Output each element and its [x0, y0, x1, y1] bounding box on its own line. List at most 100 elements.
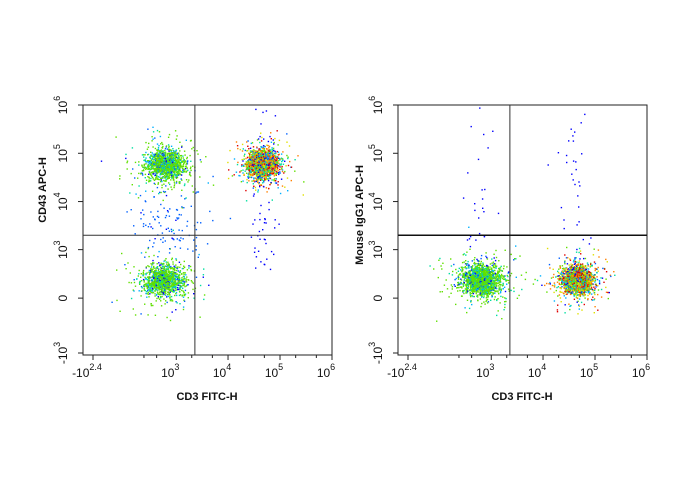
event-dot	[165, 159, 167, 161]
event-dot	[164, 172, 166, 174]
event-dot	[173, 164, 175, 167]
event-dot	[257, 169, 259, 171]
event-dot	[158, 283, 160, 285]
event-dot	[258, 160, 260, 162]
event-dot	[164, 152, 166, 154]
event-dot	[155, 178, 157, 180]
event-dot	[281, 158, 284, 160]
event-dot	[294, 170, 296, 172]
event-dot	[172, 148, 174, 150]
event-dot	[137, 197, 140, 199]
event-dot	[276, 163, 279, 165]
event-dot	[270, 141, 273, 143]
event-dot	[181, 179, 183, 181]
event-dot	[272, 155, 274, 158]
event-dot	[157, 146, 160, 149]
event-dot	[259, 148, 262, 150]
event-dot	[268, 149, 270, 151]
event-dot	[161, 152, 163, 155]
event-dot	[160, 289, 163, 291]
event-dot	[153, 280, 156, 282]
event-dot	[157, 183, 159, 185]
event-dot	[261, 159, 263, 161]
event-dot	[279, 163, 281, 165]
event-dot	[274, 155, 277, 158]
event-dot	[157, 284, 159, 286]
event-dot	[238, 174, 240, 177]
event-dot	[247, 173, 250, 175]
event-dot	[251, 174, 253, 177]
event-dot	[260, 183, 262, 186]
event-dot	[249, 161, 252, 163]
event-dot	[174, 153, 176, 155]
event-dot	[171, 288, 173, 290]
event-dot	[191, 185, 193, 187]
event-dot	[160, 163, 162, 166]
event-dot	[166, 169, 168, 171]
event-dot	[261, 165, 264, 168]
event-dot	[155, 288, 157, 290]
event-dot	[141, 170, 143, 172]
event-dot	[189, 154, 191, 157]
event-dot	[176, 165, 178, 168]
event-dot	[158, 159, 160, 162]
event-dot	[259, 162, 261, 164]
event-dot	[145, 161, 147, 163]
event-dot	[160, 143, 162, 145]
event-dot	[152, 272, 154, 274]
event-dot	[181, 277, 183, 279]
event-dot	[150, 171, 153, 174]
event-dot	[178, 274, 180, 276]
event-dot	[151, 290, 154, 292]
event-dot	[281, 165, 283, 168]
event-dot	[228, 169, 230, 171]
event-dot	[177, 166, 179, 168]
event-dot	[177, 286, 179, 289]
event-dot	[155, 159, 157, 161]
event-dot	[167, 270, 169, 273]
event-dot	[276, 150, 278, 153]
event-dot	[166, 301, 168, 304]
event-dot	[156, 129, 159, 132]
event-dot	[186, 167, 188, 169]
event-dot	[158, 144, 160, 147]
event-dot	[160, 157, 162, 160]
event-dot	[183, 284, 185, 286]
event-dot	[176, 170, 178, 173]
event-dot	[189, 167, 192, 170]
event-dot	[143, 167, 146, 169]
event-dot	[152, 138, 154, 140]
event-dot	[177, 280, 179, 282]
event-dot	[179, 163, 182, 166]
event-dot	[151, 152, 153, 154]
event-dot	[164, 285, 166, 287]
event-dot	[252, 149, 254, 152]
event-dot	[179, 280, 181, 282]
event-dot	[175, 156, 177, 158]
event-dot	[259, 151, 261, 153]
event-dot	[146, 293, 148, 295]
left-plot-events	[100, 108, 305, 322]
event-dot	[157, 155, 159, 157]
event-dot	[165, 300, 167, 302]
event-dot	[179, 167, 181, 169]
event-dot	[303, 181, 305, 183]
event-dot	[163, 166, 166, 168]
event-dot	[239, 148, 241, 151]
event-dot	[267, 171, 269, 173]
event-dot	[266, 144, 268, 146]
event-dot	[275, 178, 277, 180]
event-dot	[173, 162, 176, 165]
event-dot	[157, 177, 159, 179]
event-dot	[276, 157, 278, 160]
event-dot	[158, 161, 160, 163]
event-dot	[159, 285, 161, 287]
event-dot	[240, 170, 242, 172]
event-dot	[275, 170, 277, 172]
event-dot	[259, 149, 262, 151]
event-dot	[171, 174, 174, 176]
event-dot	[279, 168, 281, 171]
event-dot	[152, 173, 154, 175]
event-dot	[268, 158, 270, 160]
event-dot	[176, 173, 178, 175]
